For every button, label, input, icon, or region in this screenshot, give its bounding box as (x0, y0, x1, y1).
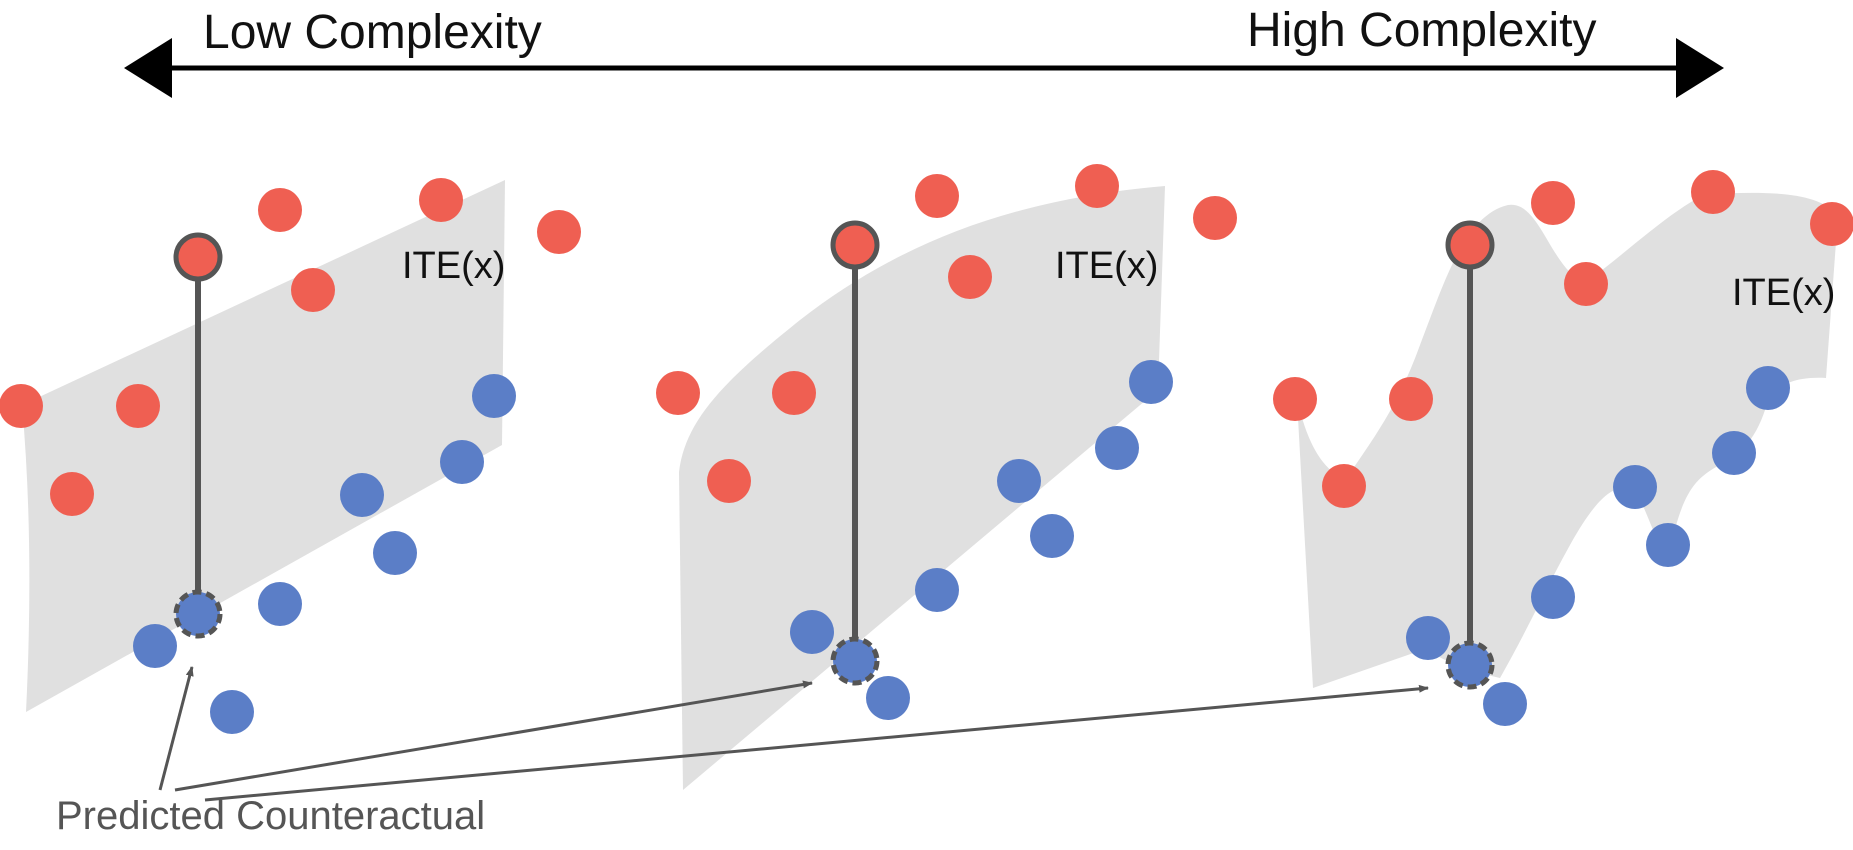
treated-point (1075, 164, 1119, 208)
treated-point (1322, 464, 1366, 508)
predicted-counterfactual-point (830, 636, 880, 686)
panel-medium-complexity: ITE(x) (656, 164, 1237, 790)
control-point (373, 531, 417, 575)
control-point (1483, 682, 1527, 726)
treated-point (0, 384, 43, 428)
right-arrowhead-icon (1676, 38, 1724, 98)
low-complexity-label: Low Complexity (203, 6, 542, 59)
treated-point (1389, 377, 1433, 421)
ite-band-linear (22, 180, 505, 712)
ite-band-wiggly (1297, 192, 1838, 689)
panel-low-complexity: ITE(x) (0, 178, 581, 734)
treated-point (1810, 202, 1853, 246)
control-point (1613, 465, 1657, 509)
panel-high-complexity: ITE(x) (1273, 170, 1853, 726)
treated-point (707, 459, 751, 503)
control-point (790, 610, 834, 654)
treated-point (537, 210, 581, 254)
predicted-counterfactual-label: Predicted Counteractual (56, 794, 485, 838)
treated-point (258, 188, 302, 232)
predicted-counterfactual-annotation: Predicted Counteractual (56, 666, 1429, 838)
treated-point (915, 174, 959, 218)
treated-point (772, 371, 816, 415)
ite-label: ITE(x) (1732, 272, 1835, 314)
control-point (915, 568, 959, 612)
observed-treated-point (173, 232, 223, 282)
control-point (1746, 366, 1790, 410)
treated-point (291, 268, 335, 312)
control-point (1030, 514, 1074, 558)
control-point (440, 440, 484, 484)
treated-point (50, 472, 94, 516)
left-arrowhead-icon (124, 38, 172, 98)
pointer-arrow (174, 680, 813, 792)
observed-treated-point (830, 220, 880, 270)
treated-point (116, 384, 160, 428)
complexity-axis: Low Complexity High Complexity (124, 4, 1724, 98)
ite-label: ITE(x) (402, 245, 505, 287)
treated-point (1691, 170, 1735, 214)
high-complexity-label: High Complexity (1247, 4, 1596, 57)
control-point (210, 690, 254, 734)
pointer-arrow (158, 666, 194, 791)
control-point (1129, 360, 1173, 404)
control-point (472, 374, 516, 418)
observed-treated-point (1445, 220, 1495, 270)
control-point (997, 459, 1041, 503)
treated-point (1273, 377, 1317, 421)
treated-point (1531, 181, 1575, 225)
control-point (133, 624, 177, 668)
treated-point (1193, 196, 1237, 240)
control-point (1095, 426, 1139, 470)
treated-point (1564, 262, 1608, 306)
predicted-counterfactual-point (1445, 640, 1495, 690)
pointer-arrow (204, 684, 1429, 802)
control-point (866, 676, 910, 720)
treated-point (948, 255, 992, 299)
control-point (258, 582, 302, 626)
control-point (1646, 523, 1690, 567)
ite-label: ITE(x) (1055, 245, 1158, 287)
predicted-counterfactual-point (173, 589, 223, 639)
treated-point (419, 178, 463, 222)
control-point (1531, 575, 1575, 619)
treated-point (656, 371, 700, 415)
control-point (1712, 431, 1756, 475)
control-point (340, 473, 384, 517)
control-point (1406, 616, 1450, 660)
